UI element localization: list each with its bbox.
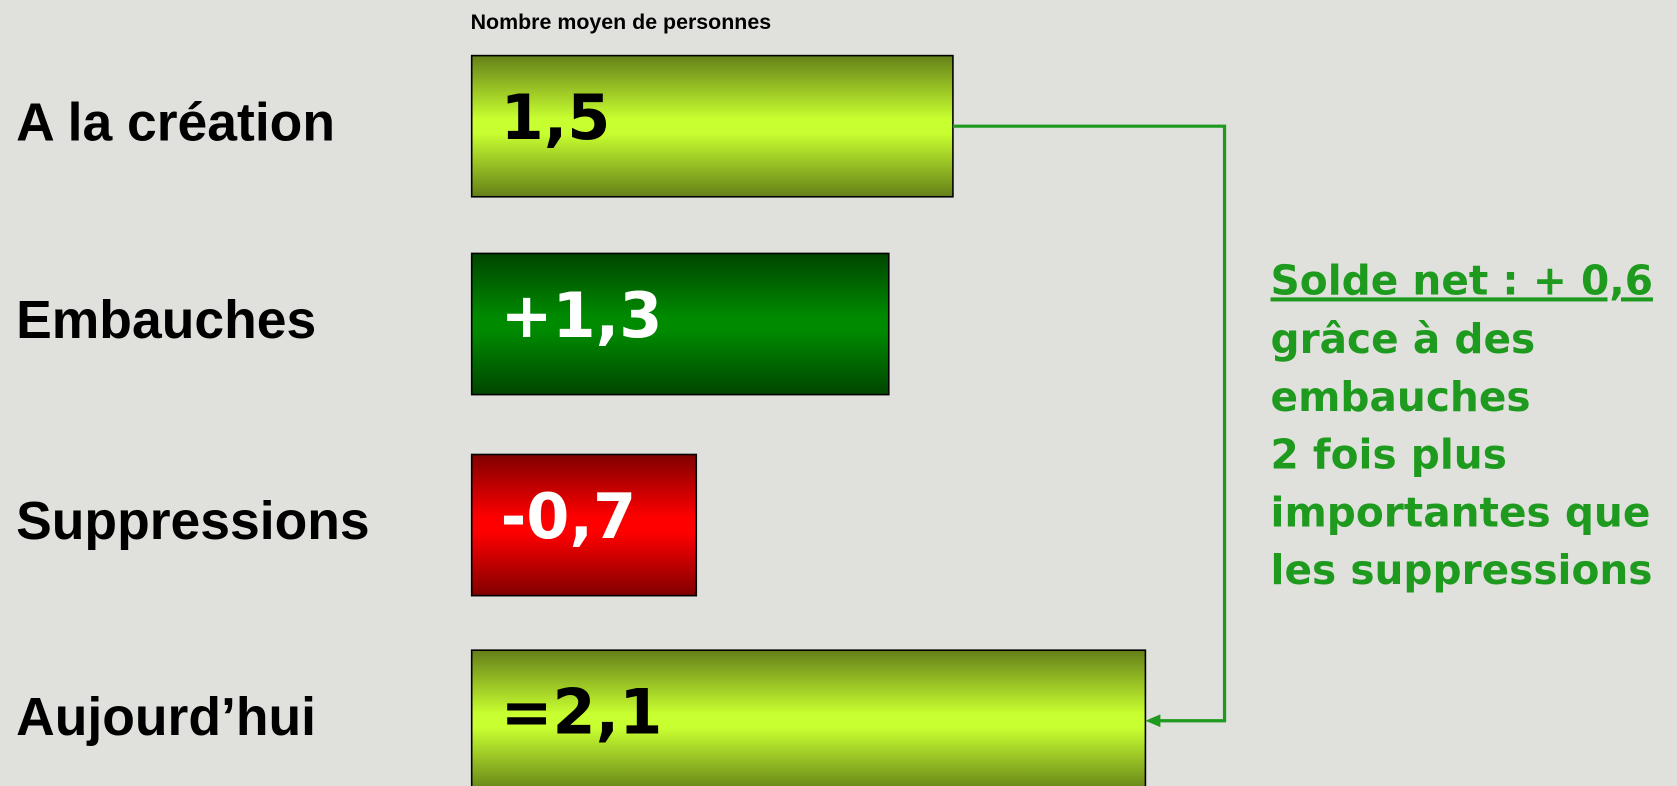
connector bbox=[952, 124, 1227, 723]
value-label: -0,7 bbox=[501, 480, 637, 553]
value-label: +1,3 bbox=[501, 279, 663, 352]
bar-shade bbox=[471, 55, 953, 197]
annotation-title: Solde net : + 0,6 bbox=[1271, 256, 1653, 304]
connector-arrowhead bbox=[1145, 714, 1161, 728]
annotation-line: les suppressions bbox=[1271, 546, 1653, 594]
bar-shade bbox=[471, 650, 1146, 786]
value-label: =2,1 bbox=[501, 676, 663, 749]
annotation-line: embauches bbox=[1271, 373, 1531, 421]
category-label: Embauches bbox=[16, 291, 316, 350]
value-label: 1,5 bbox=[501, 81, 611, 154]
category-label: Aujourd’hui bbox=[16, 688, 316, 747]
annotation-line: 2 fois plus bbox=[1271, 431, 1507, 479]
category-label: Suppressions bbox=[16, 492, 369, 551]
bar-shade bbox=[471, 253, 889, 395]
annotation-line: importantes que bbox=[1271, 488, 1651, 536]
subtitle: Nombre moyen de personnes bbox=[471, 10, 772, 34]
category-label: A la création bbox=[16, 93, 335, 152]
annotation-line: grâce à des bbox=[1271, 315, 1536, 363]
bar-shade bbox=[471, 454, 697, 596]
